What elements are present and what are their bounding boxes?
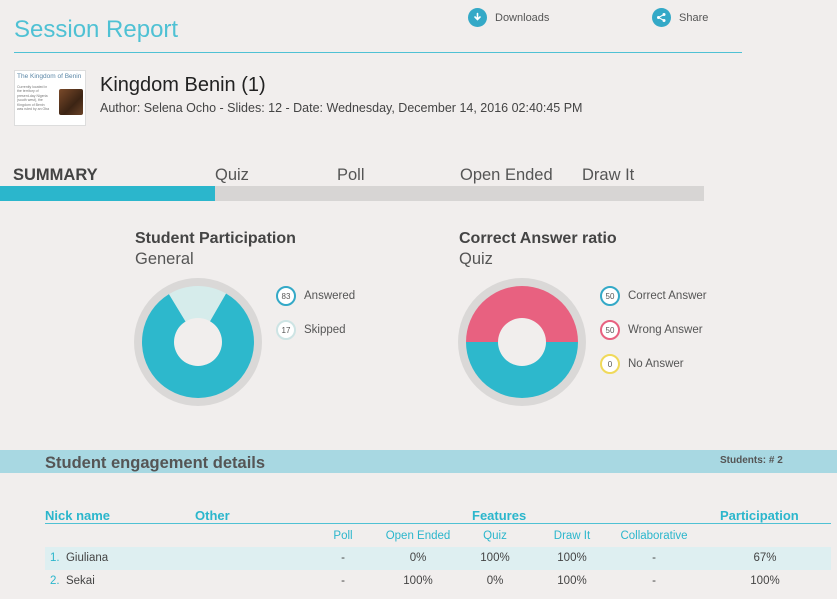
- legend-skipped-label: Skipped: [304, 324, 346, 336]
- engagement-title: Student engagement details: [45, 454, 266, 472]
- cell-quiz: 0%: [486, 575, 504, 587]
- cell-draw-it: 100%: [557, 575, 587, 587]
- share-button[interactable]: Share: [652, 8, 708, 27]
- subcol-open-ended[interactable]: Open Ended: [385, 530, 451, 542]
- participation-chart-subtitle: General: [135, 250, 194, 268]
- cell-participation: 67%: [753, 552, 777, 564]
- tab-draw-it[interactable]: Draw It: [582, 166, 635, 184]
- row-name-cell: 1. Giuliana: [50, 552, 108, 564]
- skipped-slice[interactable]: [168, 286, 226, 342]
- correct-answer-slice[interactable]: [466, 342, 578, 398]
- row-number: 1.: [50, 552, 60, 564]
- legend-correct: 50 Correct Answer: [600, 286, 707, 306]
- cell-quiz: 100%: [480, 552, 510, 564]
- cell-open-ended: 0%: [409, 552, 427, 564]
- presentation-thumbnail[interactable]: The Kingdom of Benin Currently located i…: [14, 70, 86, 126]
- downloads-label: Downloads: [495, 11, 550, 24]
- legend-wrong: 50 Wrong Answer: [600, 320, 703, 340]
- cell-collaborative: -: [652, 575, 656, 587]
- share-label: Share: [679, 11, 709, 24]
- thumbnail-image: [59, 89, 83, 115]
- skipped-badge: 17: [276, 320, 296, 340]
- row-nickname[interactable]: Sekai: [65, 575, 95, 587]
- participation-chart-title: Student Participation: [135, 230, 296, 247]
- answered-badge: 83: [276, 286, 296, 306]
- row-number: 2.: [50, 575, 60, 587]
- subcol-poll[interactable]: Poll: [333, 530, 353, 542]
- col-other[interactable]: Other: [195, 508, 230, 523]
- col-participation[interactable]: Participation: [720, 508, 799, 523]
- legend-no-answer-label: No Answer: [628, 358, 684, 370]
- legend-answered: 83 Answered: [276, 286, 355, 306]
- tab-poll[interactable]: Poll: [337, 166, 365, 184]
- no-answer-badge: 0: [600, 354, 620, 374]
- tab-active-indicator: [0, 186, 215, 201]
- page-title: Session Report: [14, 16, 179, 43]
- participation-donut: [134, 278, 262, 406]
- table-row[interactable]: [45, 570, 831, 593]
- col-nick-name[interactable]: Nick name: [45, 508, 111, 523]
- legend-no-answer: 0 No Answer: [600, 354, 684, 374]
- cell-open-ended: 100%: [403, 575, 433, 587]
- answer-ratio-donut: [458, 278, 586, 406]
- cell-poll: -: [341, 575, 345, 587]
- students-count: Students: # 2: [720, 455, 783, 466]
- legend-correct-label: Correct Answer: [628, 290, 707, 302]
- legend-skipped: 17 Skipped: [276, 320, 346, 340]
- presentation-meta: Author: Selena Ocho - Slides: 12 - Date:…: [100, 101, 583, 115]
- correct-badge: 50: [600, 286, 620, 306]
- engagement-header-bar: [0, 450, 837, 473]
- tab-summary[interactable]: SUMMARY: [13, 166, 98, 184]
- cell-poll: -: [341, 552, 345, 564]
- thumbnail-text: Currently located in the territory of pr…: [17, 85, 50, 112]
- legend-answered-label: Answered: [304, 290, 356, 302]
- cell-participation: 100%: [750, 575, 780, 587]
- wrong-answer-slice[interactable]: [466, 286, 578, 342]
- donut-hole: [498, 318, 546, 366]
- table-header-rule: [45, 523, 831, 524]
- downloads-button[interactable]: Downloads: [468, 8, 549, 27]
- table-row[interactable]: [45, 547, 831, 570]
- answer-chart-title: Correct Answer ratio: [459, 230, 617, 247]
- cell-collaborative: -: [652, 552, 656, 564]
- thumbnail-title: The Kingdom of Benin: [17, 73, 82, 80]
- subcol-quiz[interactable]: Quiz: [483, 530, 507, 542]
- tab-open-ended[interactable]: Open Ended: [460, 166, 553, 184]
- subcol-draw-it[interactable]: Draw It: [553, 530, 591, 542]
- col-features[interactable]: Features: [472, 508, 527, 523]
- title-divider: [14, 52, 742, 53]
- donut-hole: [174, 318, 222, 366]
- subcol-collaborative[interactable]: Collaborative: [620, 530, 688, 542]
- wrong-badge: 50: [600, 320, 620, 340]
- row-nickname[interactable]: Giuliana: [65, 552, 109, 564]
- tab-quiz[interactable]: Quiz: [215, 166, 249, 184]
- presentation-title: Kingdom Benin (1): [100, 74, 266, 96]
- cell-draw-it: 100%: [557, 552, 587, 564]
- legend-wrong-label: Wrong Answer: [628, 324, 703, 336]
- row-name-cell: 2. Sekai: [50, 575, 95, 587]
- download-icon: [468, 8, 487, 27]
- share-icon: [652, 8, 671, 27]
- answer-chart-subtitle: Quiz: [459, 250, 493, 268]
